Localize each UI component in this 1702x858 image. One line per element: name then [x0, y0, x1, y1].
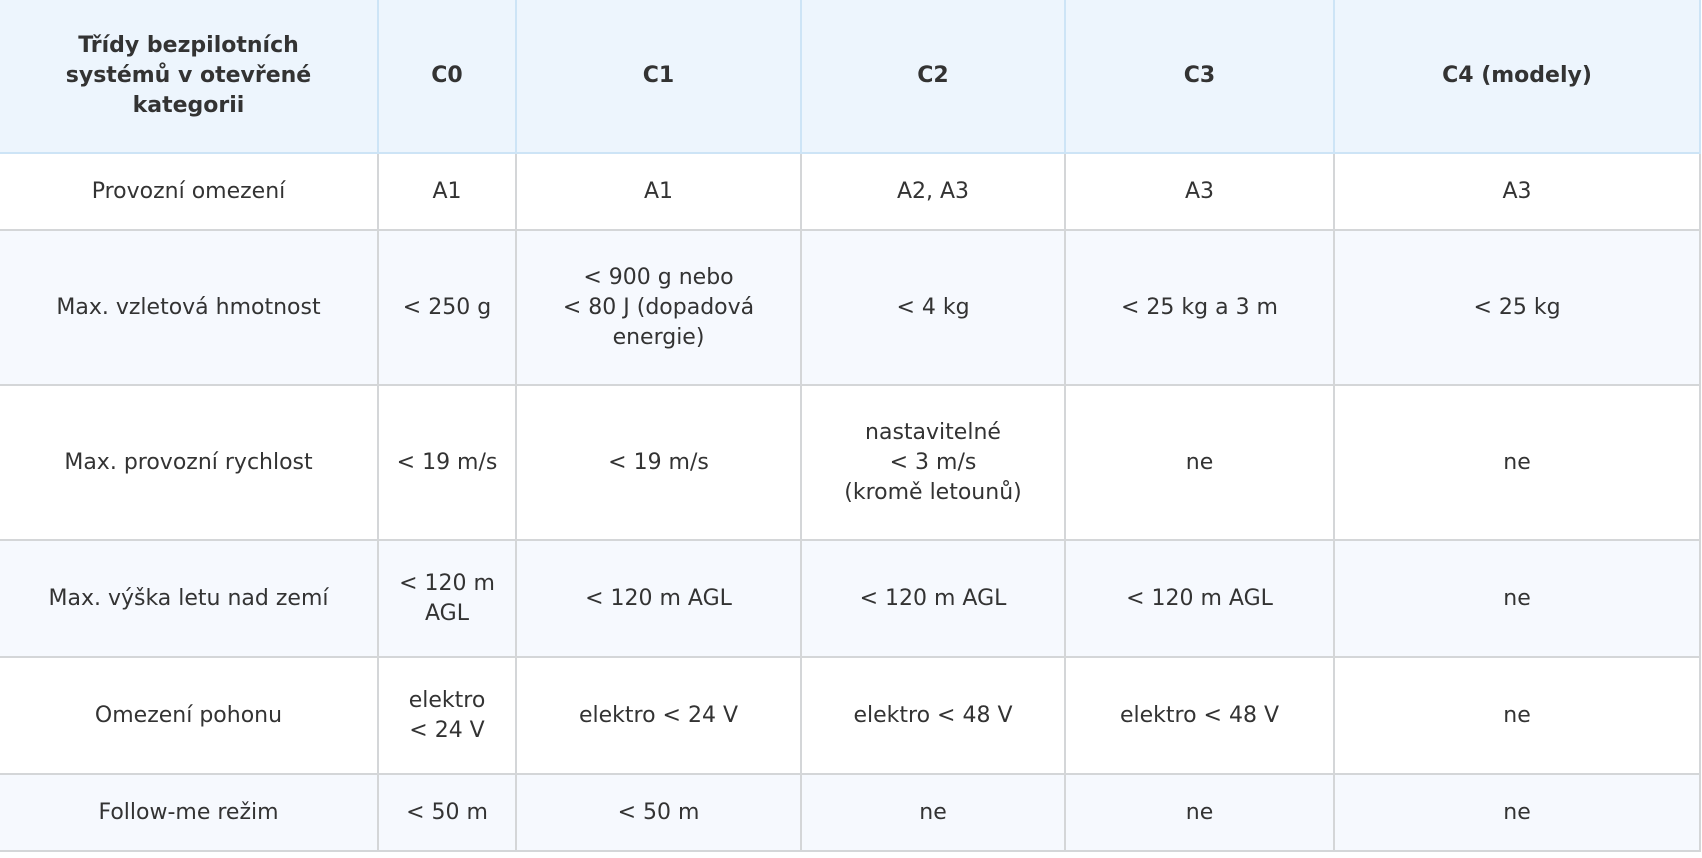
- header-c4: C4 (modely): [1333, 0, 1701, 154]
- cell-c1: A1: [515, 152, 802, 231]
- cell-c1: < 19 m/s: [515, 384, 802, 541]
- cell-c2: < 120 m AGL: [800, 539, 1066, 658]
- table-row: Max. vzletová hmotnost < 250 g < 900 g neb…: [0, 229, 1701, 386]
- cell-c2: < 4 kg: [800, 229, 1066, 386]
- cell-c4: ne: [1333, 539, 1701, 658]
- cell-c0: < 50 m: [377, 773, 517, 852]
- cell-c0: A1: [377, 152, 517, 231]
- cell-c1: < 900 g nebo < 80 J (dopadová energie): [515, 229, 802, 386]
- cell-c3: < 25 kg a 3 m: [1064, 229, 1335, 386]
- table-row: Max. výška letu nad zemí < 120 m AGL < 120…: [0, 539, 1701, 658]
- cell-c3: < 120 m AGL: [1064, 539, 1335, 658]
- cell-c2: nastavitelné < 3 m/s (kromě letounů): [800, 384, 1066, 541]
- cell-c4: ne: [1333, 384, 1701, 541]
- cell-c0: < 250 g: [377, 229, 517, 386]
- cell-c0: < 120 m AGL: [377, 539, 517, 658]
- table-row: Follow-me režim < 50 m < 50 m ne ne ne: [0, 773, 1701, 852]
- table-header-row: Třídy bezpilotních systémů v otevřené ka…: [0, 0, 1701, 154]
- cell-c1: < 50 m: [515, 773, 802, 852]
- row-label: Provozní omezení: [0, 152, 379, 231]
- cell-c4: ne: [1333, 656, 1701, 775]
- cell-c4: A3: [1333, 152, 1701, 231]
- cell-c0: elektro < 24 V: [377, 656, 517, 775]
- cell-c2: A2, A3: [800, 152, 1066, 231]
- row-label: Max. provozní rychlost: [0, 384, 379, 541]
- cell-c3: ne: [1064, 384, 1335, 541]
- cell-c4: < 25 kg: [1333, 229, 1701, 386]
- header-c3: C3: [1064, 0, 1335, 154]
- cell-c3: A3: [1064, 152, 1335, 231]
- header-c1: C1: [515, 0, 802, 154]
- cell-c2: ne: [800, 773, 1066, 852]
- cell-c2: elektro < 48 V: [800, 656, 1066, 775]
- cell-c3: elektro < 48 V: [1064, 656, 1335, 775]
- header-c0: C0: [377, 0, 517, 154]
- header-c2: C2: [800, 0, 1066, 154]
- row-label: Max. výška letu nad zemí: [0, 539, 379, 658]
- row-label: Max. vzletová hmotnost: [0, 229, 379, 386]
- cell-c1: elektro < 24 V: [515, 656, 802, 775]
- cell-c1: < 120 m AGL: [515, 539, 802, 658]
- table-row: Provozní omezení A1 A1 A2, A3 A3 A3: [0, 152, 1701, 231]
- table-row: Max. provozní rychlost < 19 m/s < 19 m/s na…: [0, 384, 1701, 541]
- cell-c0: < 19 m/s: [377, 384, 517, 541]
- row-label: Follow-me režim: [0, 773, 379, 852]
- header-category: Třídy bezpilotních systémů v otevřené ka…: [0, 0, 379, 154]
- cell-c4: ne: [1333, 773, 1701, 852]
- row-label: Omezení pohonu: [0, 656, 379, 775]
- cell-c3: ne: [1064, 773, 1335, 852]
